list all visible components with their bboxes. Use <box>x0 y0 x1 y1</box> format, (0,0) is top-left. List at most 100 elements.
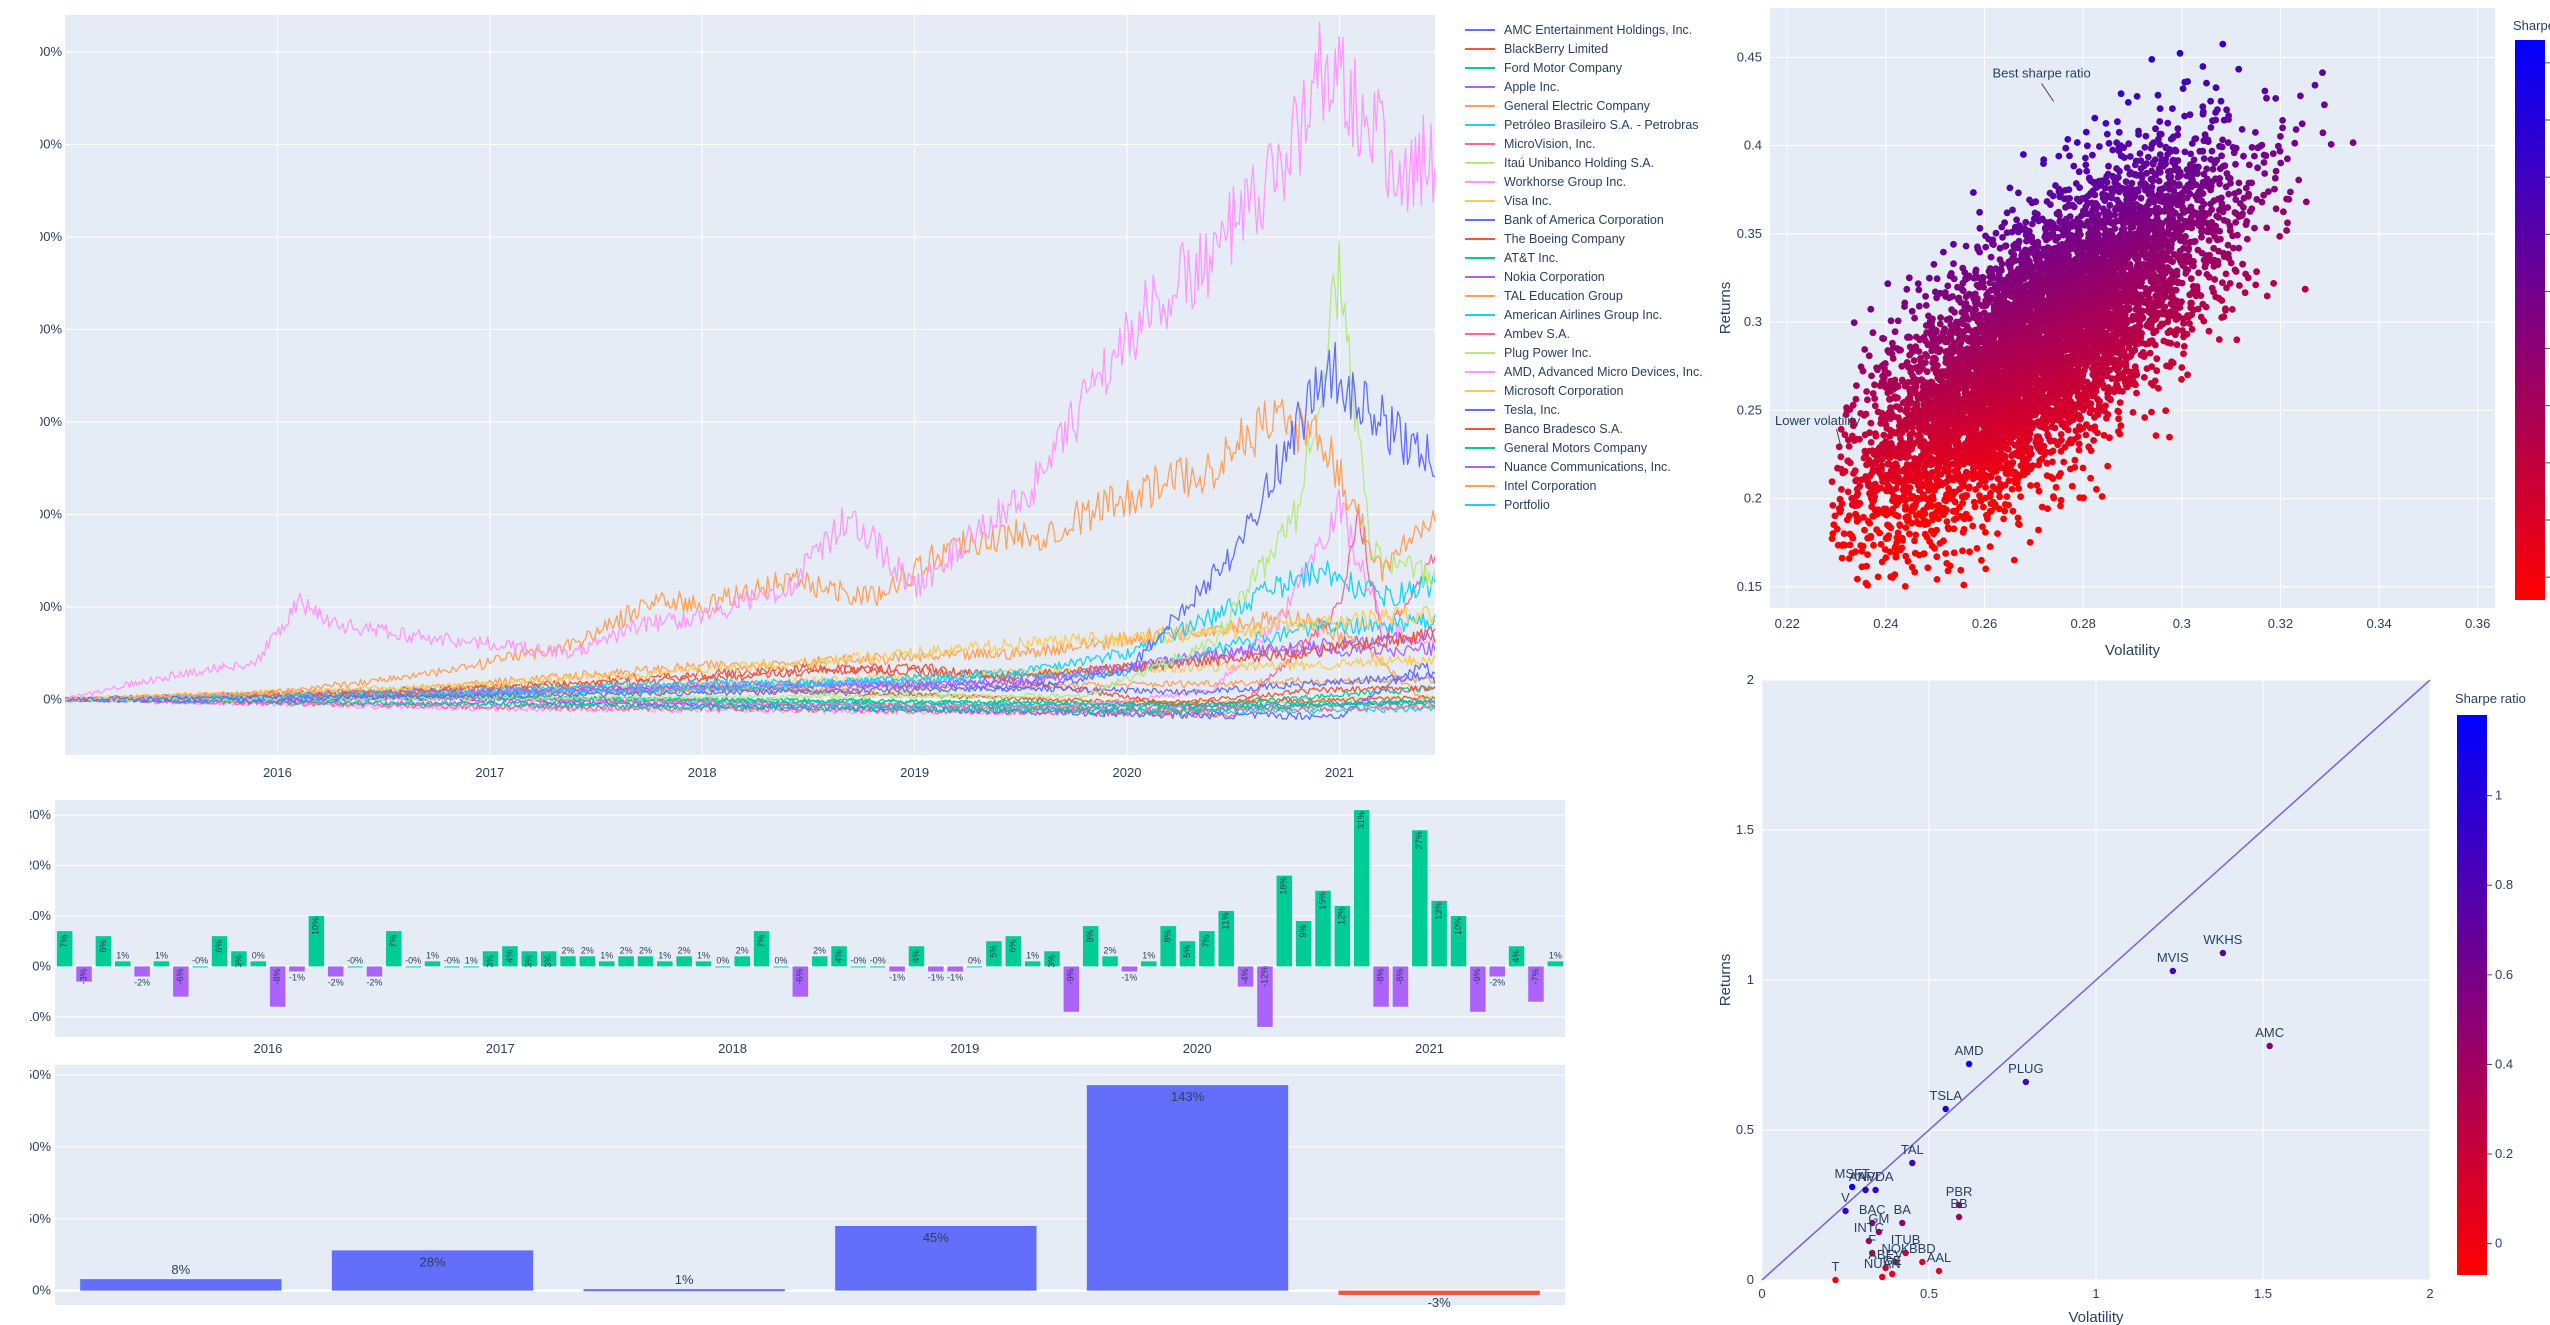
monthly-bar <box>347 966 363 968</box>
portfolio-point <box>1868 372 1875 380</box>
monthly-bar <box>1160 926 1176 967</box>
legend-label: Ambev S.A. <box>1504 326 1570 341</box>
y-tick-label: 0.35 <box>1737 226 1762 241</box>
monthly-bar <box>598 961 615 967</box>
legend-item[interactable]: Nuance Communications, Inc. <box>1465 457 1725 476</box>
portfolio-point <box>1828 478 1836 486</box>
monthly-bar <box>1450 915 1467 967</box>
legend-item[interactable]: TAL Education Group <box>1465 286 1725 305</box>
bar-value-label: 10% <box>311 917 321 935</box>
portfolio-point <box>2117 422 2125 430</box>
legend-item[interactable]: Visa Inc. <box>1465 191 1725 210</box>
portfolio-point <box>1867 419 1875 427</box>
portfolio-point <box>1834 464 1841 472</box>
legend-label: Itaú Unibanco Holding S.A. <box>1504 155 1655 170</box>
bar-value-label: 0% <box>774 955 787 965</box>
legend-item[interactable]: Petróleo Brasileiro S.A. - Petrobras <box>1465 115 1725 134</box>
legend-item[interactable]: Tesla, Inc. <box>1465 400 1725 419</box>
portfolio-point <box>2076 423 2083 430</box>
portfolio-point <box>1873 526 1880 534</box>
portfolio-point <box>2049 458 2056 466</box>
y-tick-label: 500% <box>40 599 62 614</box>
legend-label: BlackBerry Limited <box>1504 41 1609 56</box>
bar-value-label: -1% <box>289 972 305 982</box>
legend-item[interactable]: American Airlines Group Inc. <box>1465 305 1725 324</box>
y-tick-label: 1,000% <box>40 507 62 522</box>
portfolio-point <box>1924 564 1932 572</box>
portfolio-point <box>1942 550 1949 557</box>
portfolio-point <box>1950 525 1958 533</box>
legend-item[interactable]: Portfolio <box>1465 495 1725 514</box>
legend-item[interactable]: Itaú Unibanco Holding S.A. <box>1465 153 1725 172</box>
bar-value-label: 1% <box>697 950 710 960</box>
portfolio-point <box>2242 270 2249 278</box>
legend-swatch <box>1465 85 1495 88</box>
legend-item[interactable]: Ambev S.A. <box>1465 324 1725 343</box>
portfolio-point <box>1913 518 1921 526</box>
legend-label: The Boeing Company <box>1504 231 1625 246</box>
legend-item[interactable]: MicroVision, Inc. <box>1465 134 1725 153</box>
portfolio-point <box>2058 436 2065 444</box>
legend-item[interactable]: AMC Entertainment Holdings, Inc. <box>1465 20 1725 39</box>
portfolio-point <box>1867 532 1875 540</box>
portfolio-point <box>2148 408 2155 416</box>
legend-item[interactable]: Bank of America Corporation <box>1465 210 1725 229</box>
bar-value-label: -8% <box>1395 968 1405 984</box>
bar-value-label: -3% <box>1428 1295 1452 1310</box>
legend-item[interactable]: Apple Inc. <box>1465 77 1725 96</box>
portfolio-point <box>2114 407 2122 415</box>
portfolio-point <box>2162 407 2170 415</box>
legend-item[interactable]: Plug Power Inc. <box>1465 343 1725 362</box>
portfolio-point <box>1867 439 1875 446</box>
bar-value-label: -4% <box>1240 968 1250 984</box>
bar-value-label: 1% <box>658 950 671 960</box>
y-tick-label: 100% <box>30 1139 51 1154</box>
legend-item[interactable]: Banco Bradesco S.A. <box>1465 419 1725 438</box>
portfolio-point <box>2000 515 2007 523</box>
legend-item[interactable]: Workhorse Group Inc. <box>1465 172 1725 191</box>
bar-value-label: 3% <box>485 955 495 968</box>
portfolio-point <box>2151 377 2159 385</box>
legend-item[interactable]: The Boeing Company <box>1465 229 1725 248</box>
portfolio-point <box>2133 389 2140 397</box>
legend-swatch <box>1465 28 1495 31</box>
legend-item[interactable]: AMD, Advanced Micro Devices, Inc. <box>1465 362 1725 381</box>
legend-item[interactable]: BlackBerry Limited <box>1465 39 1725 58</box>
legend-item[interactable]: General Motors Company <box>1465 438 1725 457</box>
bar-value-label: 15% <box>1317 892 1327 910</box>
portfolio-point <box>1959 547 1966 555</box>
legend-swatch <box>1465 351 1495 354</box>
portfolio-point <box>1846 530 1854 538</box>
portfolio-point <box>2050 493 2057 500</box>
bar-value-label: -1% <box>1121 972 1137 982</box>
portfolio-point <box>2129 409 2137 416</box>
portfolio-point <box>1966 548 1973 556</box>
bar-value-label: 1% <box>426 950 439 960</box>
bar-value-label: -1% <box>928 972 944 982</box>
portfolio-point <box>2222 270 2230 278</box>
portfolio-point <box>2197 313 2205 321</box>
legend-item[interactable]: General Electric Company <box>1465 96 1725 115</box>
bar-value-label: 1% <box>1549 950 1562 960</box>
legend-item[interactable]: Nokia Corporation <box>1465 267 1725 286</box>
portfolio-point <box>1911 549 1919 557</box>
portfolio-point <box>1838 486 1845 493</box>
series-legend: AMC Entertainment Holdings, Inc. BlackBer… <box>1465 20 1725 514</box>
legend-label: Portfolio <box>1504 497 1550 512</box>
legend-item[interactable]: Intel Corporation <box>1465 476 1725 495</box>
monthly-bar <box>308 915 325 967</box>
portfolio-point <box>2184 312 2191 319</box>
portfolio-point <box>1962 510 1970 518</box>
portfolio-point <box>2043 459 2051 467</box>
portfolio-point <box>2015 485 2023 492</box>
x-tick-label: 0.36 <box>2465 616 2490 631</box>
portfolio-point <box>1903 359 1911 366</box>
portfolio-point <box>1864 518 1872 525</box>
legend-item[interactable]: Microsoft Corporation <box>1465 381 1725 400</box>
portfolio-point <box>1836 495 1844 503</box>
portfolio-point <box>2083 421 2090 429</box>
portfolio-point <box>1911 455 1918 462</box>
legend-item[interactable]: Ford Motor Company <box>1465 58 1725 77</box>
legend-item[interactable]: AT&T Inc. <box>1465 248 1725 267</box>
portfolio-point <box>1980 477 1987 484</box>
